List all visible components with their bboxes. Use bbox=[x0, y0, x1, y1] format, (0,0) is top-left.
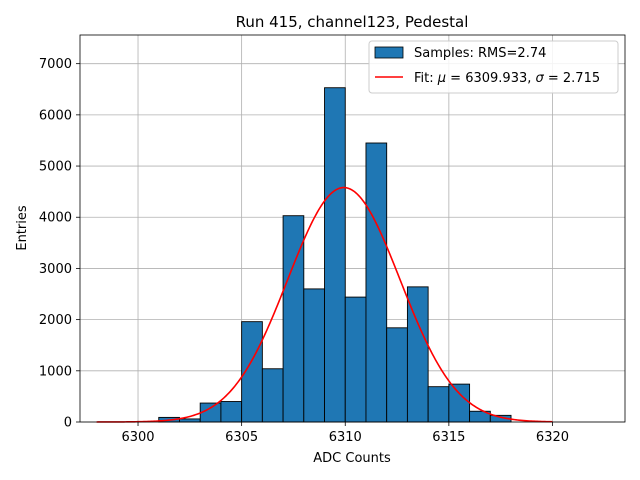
x-tick-label: 6315 bbox=[432, 430, 465, 445]
histogram-bar bbox=[324, 87, 346, 423]
y-tick-label: 2000 bbox=[39, 313, 72, 328]
histogram-bar bbox=[261, 368, 284, 423]
histogram-bar bbox=[344, 296, 367, 423]
x-tick-label: 6300 bbox=[121, 430, 154, 445]
legend-samples-swatch bbox=[374, 46, 404, 59]
histogram-bar bbox=[220, 401, 243, 423]
legend-fit-label: Fit: μ = 6309.933, σ = 2.715 bbox=[414, 71, 600, 86]
x-axis-ticks: 6300 6305 6310 6315 6320 bbox=[121, 422, 569, 445]
y-tick-label: 1000 bbox=[39, 364, 72, 379]
y-axis-label: Entries bbox=[15, 205, 30, 251]
x-axis-label: ADC Counts bbox=[313, 451, 391, 466]
histogram-bars bbox=[158, 87, 512, 423]
x-tick-label: 6320 bbox=[536, 430, 569, 445]
y-tick-label: 3000 bbox=[39, 262, 72, 277]
legend: Samples: RMS=2.74 Fit: μ = 6309.933, σ =… bbox=[368, 40, 619, 94]
x-tick-label: 6305 bbox=[225, 430, 258, 445]
chart-title: Run 415, channel123, Pedestal bbox=[236, 13, 469, 31]
plot-frame bbox=[79, 34, 626, 423]
y-tick-label: 7000 bbox=[39, 57, 72, 72]
y-axis-ticks: 0 1000 2000 3000 4000 5000 6000 7000 bbox=[39, 57, 80, 431]
histogram-bar bbox=[427, 386, 450, 423]
fit-curve bbox=[96, 186, 553, 423]
histogram-bar bbox=[448, 383, 471, 423]
y-tick-label: 4000 bbox=[39, 211, 72, 226]
legend-box bbox=[368, 40, 619, 94]
y-tick-label: 5000 bbox=[39, 160, 72, 175]
y-tick-label: 6000 bbox=[39, 108, 72, 123]
histogram-bar bbox=[386, 327, 408, 423]
x-tick-label: 6310 bbox=[329, 430, 362, 445]
histogram-bar bbox=[179, 418, 201, 423]
histogram-bar bbox=[303, 288, 325, 423]
histogram-bar bbox=[365, 142, 388, 423]
legend-samples-label: Samples: RMS=2.74 bbox=[414, 46, 546, 61]
y-tick-label: 0 bbox=[64, 416, 72, 431]
